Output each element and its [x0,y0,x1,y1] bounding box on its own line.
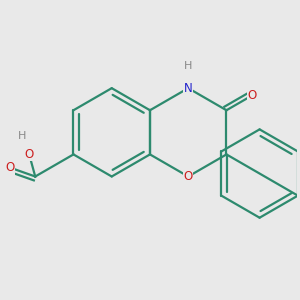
Text: O: O [25,148,34,161]
Text: O: O [5,161,14,174]
Text: O: O [184,170,193,183]
Text: H: H [184,61,192,71]
Text: N: N [184,82,193,95]
Text: O: O [247,89,256,102]
Text: H: H [18,131,26,141]
